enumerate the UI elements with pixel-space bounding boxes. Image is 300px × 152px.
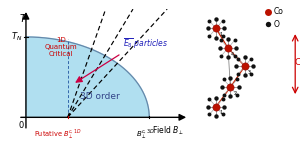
Point — [214, 36, 218, 39]
Text: $T_N$: $T_N$ — [11, 31, 22, 43]
Polygon shape — [26, 37, 149, 117]
Point — [235, 94, 239, 96]
Point — [265, 10, 270, 13]
Text: Putative $B^{c,1D}_{\perp}$: Putative $B^{c,1D}_{\perp}$ — [34, 127, 82, 141]
Point — [214, 105, 218, 108]
Point — [234, 65, 239, 67]
Point — [228, 95, 233, 97]
Point — [236, 57, 241, 60]
Point — [222, 105, 227, 108]
Text: C: C — [295, 57, 300, 67]
Point — [226, 38, 230, 40]
Point — [217, 47, 222, 49]
Point — [232, 39, 237, 41]
Point — [251, 65, 256, 67]
Point — [221, 78, 226, 81]
Point — [220, 113, 225, 116]
Text: $B^{c,3D}_{\perp}$: $B^{c,3D}_{\perp}$ — [136, 127, 155, 141]
Text: 3: 3 — [248, 70, 251, 75]
Text: 0: 0 — [18, 121, 24, 130]
Point — [220, 86, 224, 88]
Point — [221, 94, 226, 96]
Text: 3D order: 3D order — [80, 92, 119, 101]
Text: 1: 1 — [219, 32, 222, 37]
Text: $\overline{E_8}$ particles: $\overline{E_8}$ particles — [123, 36, 169, 51]
Text: $T$: $T$ — [19, 12, 27, 24]
Point — [219, 55, 224, 57]
Point — [236, 86, 241, 88]
Point — [242, 56, 247, 58]
Point — [242, 65, 247, 67]
Text: Field $B_\perp$: Field $B_\perp$ — [152, 124, 184, 137]
Point — [214, 27, 218, 30]
Text: O: O — [274, 20, 280, 29]
Point — [220, 20, 225, 22]
Point — [249, 57, 254, 60]
Point — [249, 73, 254, 75]
Point — [219, 39, 224, 41]
Point — [220, 98, 225, 100]
Point — [228, 86, 233, 88]
Point — [226, 47, 230, 49]
Text: 1: 1 — [219, 110, 222, 115]
Text: 1D
Quantum
Critical: 1D Quantum Critical — [44, 37, 77, 57]
Text: Co: Co — [274, 7, 284, 16]
Point — [222, 27, 227, 30]
Point — [205, 27, 210, 30]
Point — [234, 47, 239, 49]
Point — [207, 113, 212, 116]
Point — [207, 20, 212, 22]
Point — [214, 115, 218, 117]
Point — [236, 73, 241, 75]
Point — [265, 23, 270, 26]
Point — [228, 77, 233, 79]
Text: 4: 4 — [231, 52, 234, 57]
Point — [226, 56, 230, 58]
Point — [220, 35, 225, 37]
Point — [242, 74, 247, 76]
Text: 2: 2 — [233, 91, 236, 96]
Point — [214, 97, 218, 99]
Point — [235, 78, 239, 81]
Point — [232, 55, 237, 57]
Point — [207, 98, 212, 100]
Point — [214, 18, 218, 21]
Point — [207, 35, 212, 37]
Point — [205, 105, 210, 108]
